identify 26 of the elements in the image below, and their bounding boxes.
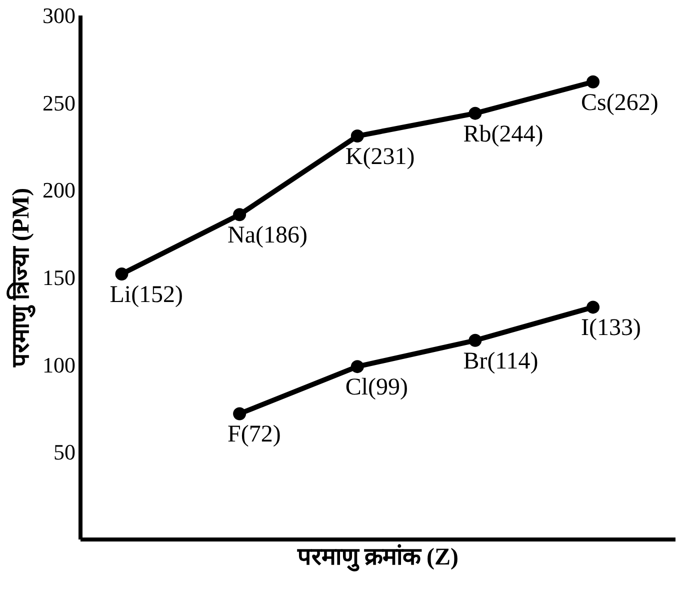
data-label: F(72) — [228, 422, 281, 448]
data-label: Br(114) — [463, 348, 538, 374]
point — [468, 334, 482, 347]
data-label: I(133) — [581, 315, 642, 342]
point — [586, 75, 600, 88]
point — [468, 106, 482, 120]
point — [233, 407, 246, 420]
point — [586, 300, 600, 314]
data-label: Li(152) — [110, 282, 184, 308]
x-axis-title: परमाणु क्रमांक (Z) — [296, 544, 459, 572]
point — [115, 268, 128, 280]
point — [233, 208, 246, 222]
y-tick-label: 200 — [42, 178, 76, 203]
y-tick-label: 150 — [42, 265, 76, 290]
y-tick-label: 250 — [42, 90, 76, 116]
data-label: Cl(99) — [345, 374, 408, 401]
y-tick-label: 100 — [42, 352, 76, 378]
point — [350, 360, 364, 374]
point — [350, 130, 364, 143]
y-tick-label: 300 — [42, 3, 76, 28]
y-axis-title: परमाणु त्रिज्या (PM) — [6, 188, 36, 368]
data-label: Na(186) — [228, 222, 308, 249]
data-label: K(231) — [345, 144, 415, 170]
data-label: Cs(262) — [581, 90, 658, 116]
y-tick-label: 50 — [54, 440, 76, 465]
data-label: Rb(244) — [463, 121, 544, 148]
